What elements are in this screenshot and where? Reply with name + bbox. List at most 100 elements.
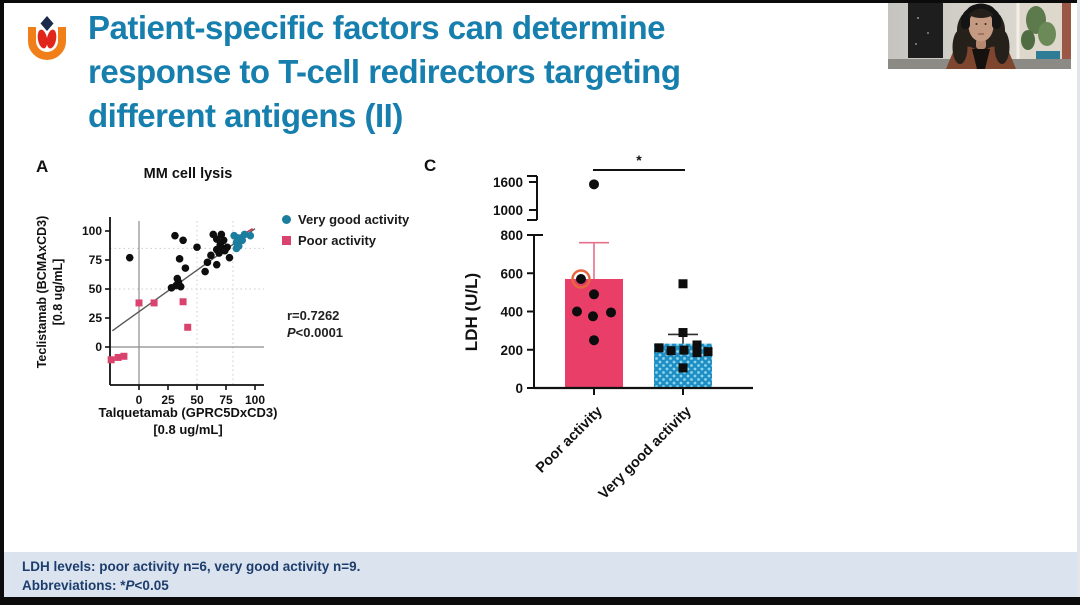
y-tick-label: 1000	[493, 203, 523, 218]
scatter-point	[171, 231, 179, 240]
panel-a-label: A	[36, 157, 49, 176]
webcam-headphones-earcup	[961, 14, 970, 29]
webcam-person-eye	[975, 23, 978, 25]
x-tick-label: 100	[245, 393, 265, 407]
scatter-y-axis-label-line1: Teclistamab (BCMAxCD3)	[35, 216, 49, 369]
scatter-point	[207, 251, 215, 260]
scatter-point	[107, 356, 115, 364]
data-point	[678, 363, 688, 373]
bar-y-axis-label: LDH (U/L)	[462, 273, 481, 351]
scatter-point	[176, 282, 185, 291]
abbrev-suffix: <0.05	[134, 578, 169, 593]
x-tick-label: 25	[161, 393, 175, 407]
scatter-point	[203, 258, 212, 267]
slide-title: Patient-specific factors can determine r…	[88, 6, 818, 138]
footnote-band: LDH levels: poor activity n=6, very good…	[4, 552, 1080, 597]
scatter-point	[114, 353, 122, 361]
scatter-point	[184, 323, 192, 331]
scatter-point	[167, 284, 176, 292]
highlight-ring	[571, 269, 591, 289]
webcam-scene	[888, 0, 1071, 69]
scatter-point	[217, 230, 226, 239]
frame-border-right	[1077, 0, 1080, 605]
frame-border-top	[0, 0, 1080, 3]
scatter-point	[150, 299, 158, 307]
y-tick-label: 800	[500, 228, 523, 243]
data-point	[588, 311, 598, 322]
webcam-person-eye	[984, 23, 987, 25]
slide-title-line3: different antigens (II)	[88, 97, 403, 134]
abbrev-p-symbol: P	[125, 578, 135, 593]
footnote-line2: Abbreviations: *P<0.05	[22, 576, 1080, 595]
data-point	[692, 348, 702, 358]
legend-label-poor: Poor activity	[298, 233, 377, 248]
webcam-person-neck	[976, 39, 986, 49]
y-tick-label: 0	[515, 381, 523, 396]
data-point	[606, 307, 616, 318]
scatter-chart-title: MM cell lysis	[144, 166, 233, 182]
y-tick-label: 100	[82, 224, 102, 238]
y-tick-label: 0	[95, 340, 102, 354]
correlation-stats: r=0.7262 P<0.0001	[287, 307, 343, 341]
significance-asterisk: *	[636, 152, 642, 168]
tulip-logo-icon	[28, 16, 66, 60]
data-point	[666, 346, 676, 356]
p-value-text: <0.0001	[295, 325, 344, 340]
scatter-point	[212, 260, 221, 269]
scatter-point	[212, 235, 221, 243]
y-tick-label: 75	[89, 253, 103, 267]
scatter-point	[232, 244, 241, 253]
x-tick-label: 75	[219, 393, 233, 407]
correlation-p-value: P<0.0001	[287, 324, 343, 341]
y-tick-label: 1600	[493, 175, 523, 190]
presenter-webcam-video[interactable]	[888, 0, 1071, 69]
logo-petal-right	[46, 29, 57, 49]
data-point	[654, 343, 664, 353]
x-tick-label: 50	[190, 393, 204, 407]
very-good-activity-marker-icon	[282, 215, 291, 224]
poor-activity-marker-icon	[282, 236, 291, 245]
webcam-person-face	[968, 10, 994, 42]
webcam-plant	[1038, 22, 1056, 46]
scatter-point	[246, 231, 255, 240]
y-tick-label: 25	[89, 311, 103, 325]
logo-u-shape	[28, 27, 66, 60]
scatter-legend: Very good activity Poor activity	[282, 212, 409, 254]
webcam-headphones-band	[963, 3, 999, 17]
data-point	[679, 345, 689, 355]
scatter-plot-layer: 0 25 50 75 100 0 25 50 75 100	[82, 217, 265, 407]
data-point	[589, 335, 599, 346]
scatter-point	[193, 243, 201, 252]
y-tick-label: 50	[89, 282, 103, 296]
slide-title-line1: Patient-specific factors can determine	[88, 9, 666, 46]
ldh-bar-chart: 0 200 400 600 800 1000 1600 LDH (U/L) * Poor a…	[462, 152, 753, 503]
mm-cell-lysis-scatter-chart: 0 25 50 75 100 0 25 50 75 100 MM cell lysis Tecli…	[35, 166, 278, 437]
webcam-person-hair-side	[952, 30, 968, 64]
y-tick-label: 600	[500, 266, 523, 281]
scatter-point	[240, 230, 249, 239]
legend-row-very-good: Very good activity	[282, 212, 409, 227]
bar-category-label-poor: Poor activity	[533, 404, 606, 477]
scatter-point	[181, 264, 190, 272]
p-symbol: P	[287, 325, 296, 340]
scatter-point	[135, 299, 143, 307]
scatter-x-axis-label-line1: Talquetamab (GPRC5DxCD3)	[99, 405, 278, 420]
data-point	[576, 273, 586, 284]
data-point	[589, 289, 599, 300]
footnote-line1: LDH levels: poor activity n=6, very good…	[22, 559, 361, 574]
webcam-person-hair-side	[994, 30, 1010, 64]
scatter-point	[179, 236, 187, 245]
webcam-painting-speck	[917, 17, 919, 19]
panel-c-label: C	[424, 156, 437, 175]
slide-title-line2: response to T-cell redirectors targeting	[88, 53, 681, 90]
trend-line	[111, 228, 256, 332]
legend-label-very-good: Very good activity	[298, 212, 410, 227]
y-tick-label: 200	[500, 343, 523, 358]
frame-border-bottom	[0, 597, 1080, 605]
scatter-y-axis-label-line2: [0.8 ug/mL]	[51, 259, 65, 326]
logo-diamond	[40, 16, 54, 31]
logo-petal-left	[37, 29, 48, 49]
legend-row-poor: Poor activity	[282, 233, 409, 248]
scatter-point	[179, 298, 187, 306]
